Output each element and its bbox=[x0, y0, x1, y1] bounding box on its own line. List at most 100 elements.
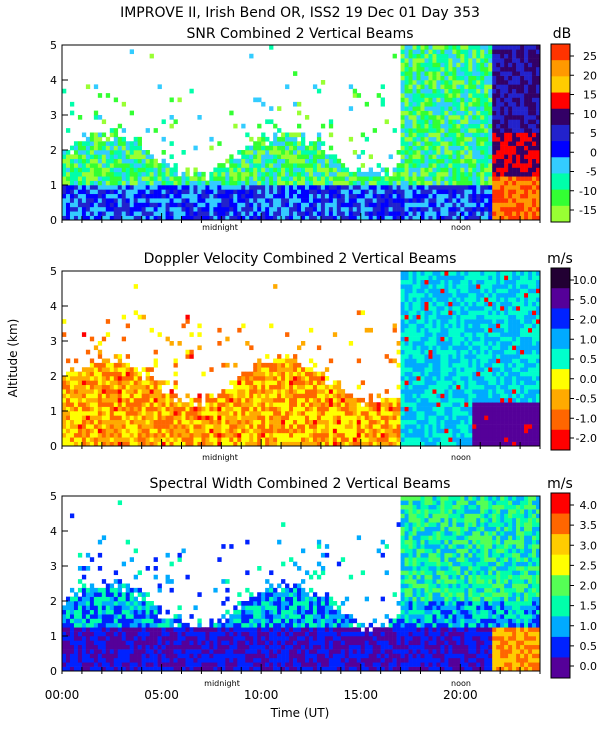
heatmap-cell bbox=[356, 154, 362, 160]
heatmap-cell bbox=[428, 88, 433, 94]
heatmap-cell bbox=[77, 185, 83, 190]
heatmap-cell bbox=[352, 93, 358, 98]
heatmap-cell bbox=[229, 211, 234, 216]
heatmap-cell bbox=[261, 432, 266, 438]
heatmap-cell bbox=[428, 323, 433, 329]
heatmap-cell bbox=[472, 145, 477, 151]
heatmap-cell bbox=[420, 384, 425, 390]
heatmap-cell bbox=[516, 93, 521, 98]
heatmap-cell bbox=[169, 389, 174, 394]
heatmap-cell bbox=[62, 332, 67, 337]
heatmap-cell bbox=[133, 198, 138, 203]
heatmap-cell bbox=[225, 158, 230, 164]
heatmap-cell bbox=[488, 75, 493, 81]
colorbar-tick-label: 15 bbox=[583, 89, 597, 102]
heatmap-cell bbox=[472, 49, 477, 55]
heatmap-cell bbox=[141, 406, 146, 412]
heatmap-cell bbox=[312, 167, 318, 173]
heatmap-cell bbox=[508, 75, 513, 81]
heatmap-cell bbox=[137, 376, 142, 381]
heatmap-cell bbox=[189, 180, 194, 186]
heatmap-cell bbox=[257, 171, 262, 177]
heatmap-cell bbox=[360, 189, 366, 195]
heatmap-cell bbox=[93, 211, 99, 216]
heatmap-cell bbox=[121, 376, 127, 381]
heatmap-cell bbox=[512, 185, 517, 190]
heatmap-cell bbox=[285, 180, 290, 186]
heatmap-cell bbox=[173, 424, 178, 429]
heatmap-cell bbox=[201, 411, 206, 416]
heatmap-cell bbox=[348, 397, 354, 403]
snr-units: dB bbox=[553, 26, 572, 42]
heatmap-cell bbox=[161, 424, 166, 429]
heatmap-cell bbox=[289, 371, 294, 377]
heatmap-cell bbox=[424, 97, 429, 103]
heatmap-cell bbox=[480, 101, 485, 107]
heatmap-cell bbox=[213, 415, 218, 421]
heatmap-cell bbox=[368, 327, 373, 333]
heatmap-cell bbox=[436, 66, 441, 72]
heatmap-cell bbox=[412, 136, 417, 142]
heatmap-cell bbox=[189, 437, 194, 442]
heatmap-cell bbox=[336, 441, 342, 447]
heatmap-cell bbox=[404, 45, 409, 50]
heatmap-cell bbox=[516, 115, 521, 120]
heatmap-cell bbox=[516, 211, 521, 216]
heatmap-cell bbox=[328, 158, 334, 164]
colorbar-segment bbox=[551, 173, 570, 191]
heatmap-cell bbox=[496, 97, 501, 103]
heatmap-cell bbox=[165, 380, 170, 386]
heatmap-cell bbox=[273, 393, 278, 399]
heatmap-cell bbox=[73, 441, 79, 447]
heatmap-cell bbox=[468, 158, 473, 164]
heatmap-cell bbox=[488, 106, 493, 111]
heatmap-cell bbox=[356, 198, 362, 203]
heatmap-cell bbox=[320, 215, 326, 221]
heatmap-cell bbox=[237, 406, 242, 412]
heatmap-cell bbox=[277, 180, 282, 186]
heatmap-cell bbox=[320, 180, 326, 186]
heatmap-cell bbox=[237, 215, 242, 221]
heatmap-cell bbox=[428, 292, 433, 298]
heatmap-cell bbox=[500, 176, 505, 181]
heatmap-cell bbox=[269, 119, 274, 125]
heatmap-cell bbox=[416, 327, 421, 333]
heatmap-cell bbox=[448, 397, 453, 403]
heatmap-cell bbox=[177, 432, 182, 438]
heatmap-cell bbox=[460, 384, 465, 390]
heatmap-cell bbox=[165, 171, 170, 177]
heatmap-cell bbox=[304, 376, 310, 381]
heatmap-cell bbox=[412, 106, 417, 111]
heatmap-cell bbox=[364, 101, 370, 107]
heatmap-cell bbox=[308, 185, 314, 190]
heatmap-cell bbox=[508, 128, 513, 133]
heatmap-cell bbox=[444, 171, 449, 177]
heatmap-cell bbox=[432, 193, 437, 199]
heatmap-cell bbox=[201, 406, 206, 412]
heatmap-cell bbox=[436, 349, 441, 355]
heatmap-cell bbox=[432, 84, 437, 90]
heatmap-cell bbox=[293, 441, 298, 447]
heatmap-cell bbox=[153, 397, 158, 403]
heatmap-cell bbox=[265, 211, 270, 216]
heatmap-cell bbox=[348, 415, 354, 421]
heatmap-cell bbox=[376, 411, 381, 416]
heatmap-cell bbox=[440, 358, 445, 364]
heatmap-cell bbox=[372, 193, 377, 199]
heatmap-cell bbox=[444, 341, 449, 346]
heatmap-cell bbox=[392, 202, 397, 208]
heatmap-cell bbox=[360, 163, 366, 168]
heatmap-cell bbox=[73, 158, 79, 164]
heatmap-cell bbox=[504, 115, 509, 120]
heatmap-cell bbox=[472, 75, 477, 81]
heatmap-cell bbox=[324, 202, 330, 208]
heatmap-cell bbox=[62, 193, 67, 199]
heatmap-cell bbox=[281, 150, 286, 155]
heatmap-cell bbox=[344, 176, 350, 181]
heatmap-cell bbox=[492, 171, 497, 177]
heatmap-cell bbox=[408, 380, 413, 386]
heatmap-cell bbox=[416, 292, 421, 298]
heatmap-cell bbox=[117, 136, 123, 142]
heatmap-cell bbox=[496, 84, 501, 90]
heatmap-cell bbox=[257, 424, 262, 429]
